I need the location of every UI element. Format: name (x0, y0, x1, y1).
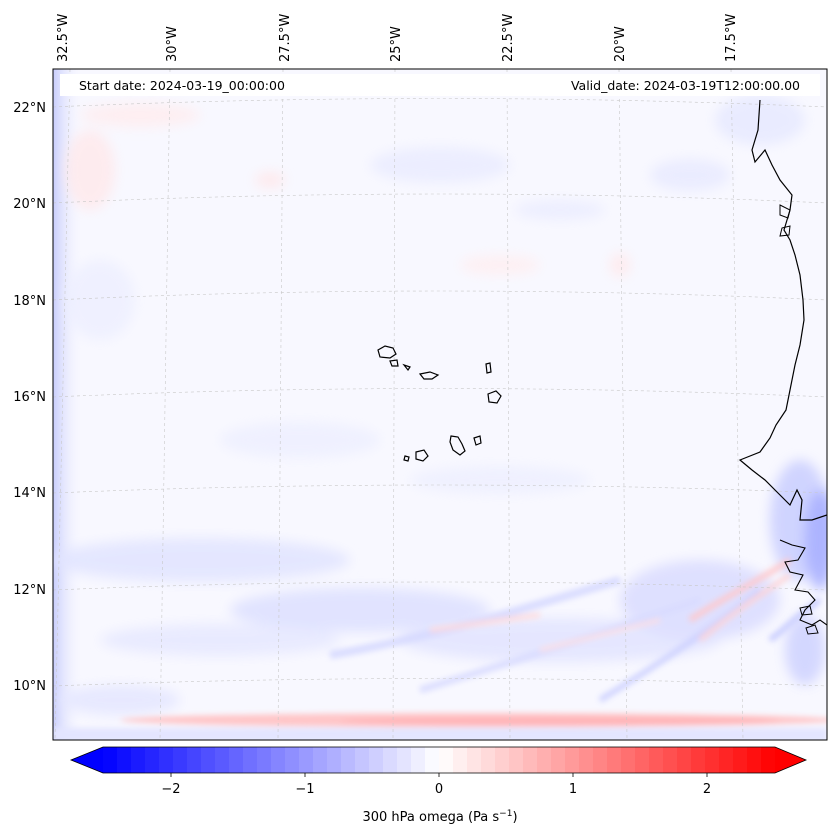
lat-label: 10°N (13, 679, 46, 694)
lon-label: 22.5°W (501, 14, 516, 62)
colorbar-label: 300 hPa omega (Pa s−1) (362, 809, 517, 825)
colorbar-tick: 1 (569, 782, 577, 797)
colorbar-cell (243, 747, 258, 773)
colorbar-max-extend (775, 747, 806, 773)
colorbar-cell (159, 747, 174, 773)
colorbar-cell (229, 747, 244, 773)
colorbar-cell (691, 747, 706, 773)
lat-label: 22°N (13, 101, 46, 116)
colorbar-cell (719, 747, 734, 773)
colorbar: −2 −1 0 1 2 300 hPa omega (Pa s−1) (69, 746, 808, 825)
lon-label: 20°W (613, 26, 628, 62)
colorbar-cell (173, 747, 188, 773)
colorbar-cell (621, 747, 636, 773)
colorbar-cell (117, 747, 132, 773)
omega-field (53, 69, 827, 740)
lat-label: 14°N (13, 486, 46, 501)
colorbar-cell (453, 747, 468, 773)
colorbar-tick: 2 (703, 782, 711, 797)
colorbar-cell (593, 747, 608, 773)
colorbar-cell (733, 747, 748, 773)
lat-label: 12°N (13, 583, 46, 598)
colorbar-tick: −2 (161, 782, 180, 797)
colorbar-cell (579, 747, 594, 773)
colorbar-cell (257, 747, 272, 773)
colorbar-cell (439, 747, 454, 773)
colorbar-cell (565, 747, 580, 773)
colorbar-cell (747, 747, 762, 773)
lat-label: 20°N (13, 197, 46, 212)
colorbar-cell (397, 747, 412, 773)
colorbar-cell (523, 747, 538, 773)
colorbar-cell (551, 747, 566, 773)
colorbar-cell (187, 747, 202, 773)
info-strip (60, 74, 820, 96)
colorbar-cell (299, 747, 314, 773)
grid-lines (53, 69, 827, 740)
colorbar-outline (69, 746, 808, 774)
lat-label: 18°N (13, 294, 46, 309)
colorbar-cell (481, 747, 496, 773)
colorbar-cell (761, 747, 776, 773)
colorbar-cell (341, 747, 356, 773)
colorbar-cell (201, 747, 216, 773)
latitude-labels: 22°N 20°N 18°N 16°N 14°N 12°N 10°N (13, 101, 46, 694)
colorbar-cell (131, 747, 146, 773)
lon-label: 32.5°W (56, 14, 71, 62)
cape-verde-islands (377, 345, 502, 462)
colorbar-min-extend (71, 747, 103, 773)
colorbar-cell (313, 747, 328, 773)
colorbar-cell (495, 747, 510, 773)
lon-label: 30°W (165, 26, 180, 62)
colorbar-cell (411, 747, 426, 773)
colorbar-cell (705, 747, 720, 773)
colorbar-cell (369, 747, 384, 773)
colorbar-cell (537, 747, 552, 773)
colorbar-cell (467, 747, 482, 773)
colorbar-tick: 0 (435, 782, 443, 797)
colorbar-cell (383, 747, 398, 773)
africa-coastline (738, 99, 827, 521)
colorbar-cell (285, 747, 300, 773)
colorbar-cell (103, 747, 118, 773)
colorbar-cell (145, 747, 160, 773)
map-frame (52, 68, 828, 741)
colorbar-cell (607, 747, 622, 773)
colorbar-cell (215, 747, 230, 773)
colorbar-cell (677, 747, 692, 773)
longitude-labels: 32.5°W 30°W 27.5°W 25°W 22.5°W 20°W 17.5… (56, 14, 739, 62)
lon-label: 27.5°W (278, 14, 293, 62)
lat-label: 16°N (13, 390, 46, 405)
colorbar-cell (509, 747, 524, 773)
colorbar-cell (663, 747, 678, 773)
colorbar-cell (327, 747, 342, 773)
lon-label: 25°W (389, 26, 404, 62)
colorbar-tick: −1 (295, 782, 314, 797)
colorbar-cell (425, 747, 440, 773)
colorbar-cell (355, 747, 370, 773)
colorbar-cell (271, 747, 286, 773)
colorbar-cell (649, 747, 664, 773)
start-date-label: Start date: 2024-03-19_00:00:00 (79, 78, 285, 93)
valid-date-label: Valid_date: 2024-03-19T12:00:00.00 (571, 78, 800, 93)
lon-label: 17.5°W (724, 14, 739, 62)
colorbar-cell (635, 747, 650, 773)
